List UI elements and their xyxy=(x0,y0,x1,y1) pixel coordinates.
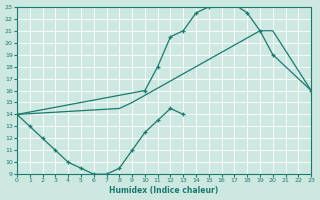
X-axis label: Humidex (Indice chaleur): Humidex (Indice chaleur) xyxy=(109,186,219,195)
